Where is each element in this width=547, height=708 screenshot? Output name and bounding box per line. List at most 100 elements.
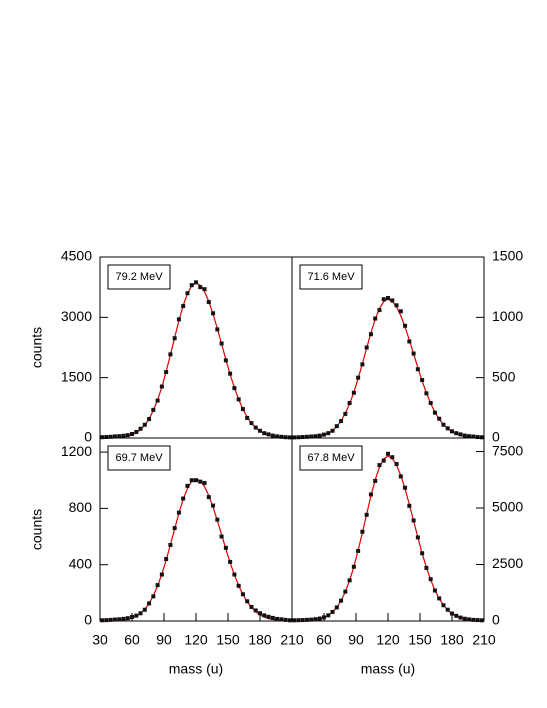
y-tick-label: 1500 <box>61 368 92 384</box>
data-point <box>398 474 403 479</box>
data-point <box>403 485 408 490</box>
data-point <box>130 431 134 436</box>
data-point <box>450 611 454 616</box>
x-tick-label: 30 <box>92 632 108 648</box>
data-point <box>296 618 301 623</box>
x-axis-label: mass (u) <box>169 661 223 677</box>
data-point <box>407 339 412 344</box>
y-tick-label: 1000 <box>492 308 523 324</box>
data-point <box>283 435 288 440</box>
data-point <box>471 617 476 622</box>
data-point <box>368 332 373 337</box>
data-point <box>219 341 224 346</box>
data-point <box>198 285 203 290</box>
data-point <box>394 303 399 308</box>
data-point <box>164 557 169 562</box>
data-point <box>300 618 305 623</box>
data-point <box>108 617 113 622</box>
data-point <box>334 424 339 429</box>
data-point <box>202 287 207 292</box>
y-tick-label: 4500 <box>61 248 92 264</box>
data-point <box>100 435 105 440</box>
data-point <box>266 432 271 437</box>
y-axis-label: counts <box>29 509 45 550</box>
data-point <box>215 327 220 332</box>
data-point <box>381 458 386 463</box>
data-point <box>292 435 297 440</box>
data-point <box>172 526 177 531</box>
data-point <box>296 435 301 440</box>
data-point <box>475 618 480 623</box>
data-point <box>420 551 425 556</box>
x-tick-label: 60 <box>124 632 140 648</box>
data-point <box>266 614 271 619</box>
y-tick-label: 0 <box>84 612 92 628</box>
data-point <box>228 559 233 564</box>
data-point <box>428 401 433 406</box>
annotation-box <box>299 264 363 290</box>
data-point <box>313 434 318 439</box>
data-point <box>176 510 181 515</box>
data-point <box>381 297 386 302</box>
data-point <box>471 434 476 439</box>
data-point <box>240 407 245 412</box>
data-point <box>206 300 211 305</box>
data-point <box>249 421 254 426</box>
data-point <box>304 617 309 622</box>
data-point <box>270 433 275 438</box>
data-point <box>245 415 250 420</box>
data-point <box>364 512 369 517</box>
data-point <box>125 433 130 438</box>
data-point <box>134 613 139 618</box>
data-point <box>117 434 122 439</box>
x-tick-label: 60 <box>316 632 332 648</box>
y-tick-label: 3000 <box>61 308 92 324</box>
data-point <box>236 583 241 588</box>
data-point <box>185 291 190 296</box>
data-point <box>351 390 356 395</box>
data-point <box>279 617 284 622</box>
data-point <box>279 434 284 439</box>
data-point <box>390 455 395 460</box>
data-point <box>240 592 245 597</box>
data-point <box>168 352 173 357</box>
data-point <box>232 572 237 577</box>
data-point <box>394 461 399 466</box>
data-point <box>151 594 156 599</box>
data-point <box>104 434 109 439</box>
data-point <box>155 398 160 403</box>
data-point <box>292 618 297 623</box>
data-point <box>100 618 105 623</box>
data-point <box>343 411 348 416</box>
data-point <box>322 432 326 437</box>
data-point <box>390 298 395 303</box>
data-point <box>326 613 331 618</box>
data-point <box>356 375 361 380</box>
data-point <box>339 419 344 424</box>
data-point <box>428 577 433 582</box>
data-point <box>121 433 126 438</box>
data-point <box>121 616 126 621</box>
data-point <box>138 426 143 431</box>
y-tick-label: 800 <box>69 499 93 515</box>
data-point <box>270 615 275 620</box>
data-point <box>462 433 467 438</box>
data-point <box>377 463 382 468</box>
data-point <box>330 609 335 614</box>
data-point <box>424 565 429 570</box>
data-point <box>245 599 250 604</box>
data-point <box>159 384 164 389</box>
data-point <box>138 611 143 616</box>
x-tick-label: 210 <box>472 632 496 648</box>
data-point <box>334 605 339 610</box>
data-point <box>262 431 267 436</box>
data-point <box>147 417 152 422</box>
x-axis-label: mass (u) <box>361 661 415 677</box>
data-point <box>142 607 147 612</box>
data-point <box>479 618 484 623</box>
y-tick-label: 0 <box>84 429 92 445</box>
data-point <box>445 426 450 431</box>
data-point <box>262 613 267 618</box>
data-point <box>159 572 164 577</box>
data-point <box>275 434 280 439</box>
